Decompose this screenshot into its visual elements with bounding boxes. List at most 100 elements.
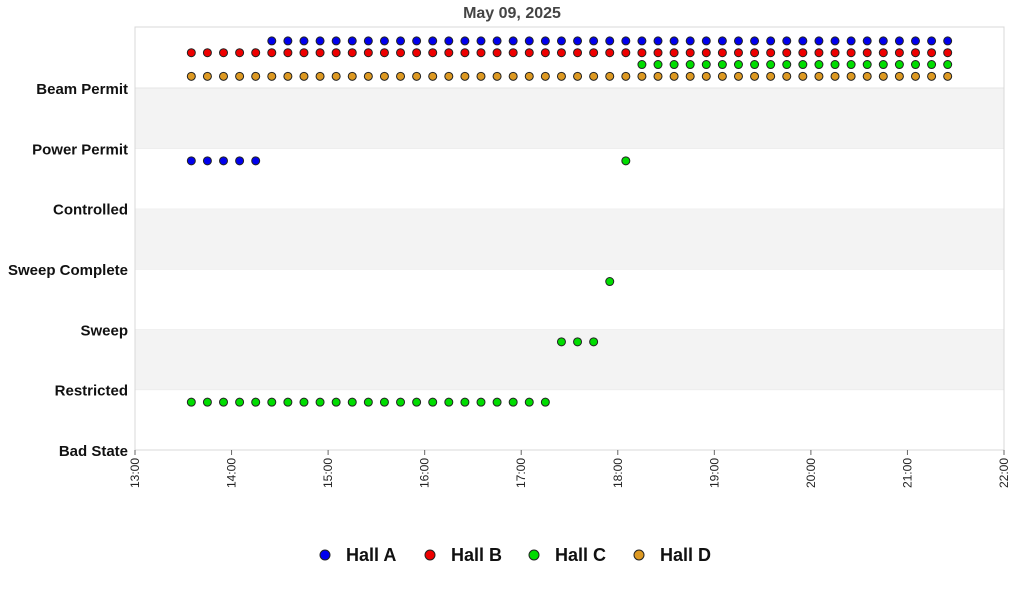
point-hall-c xyxy=(878,60,888,70)
point-hall-b xyxy=(299,48,309,58)
point-hall-a xyxy=(299,36,309,46)
chart-title: May 09, 2025 xyxy=(463,5,561,22)
point-hall-b xyxy=(733,48,743,58)
point-hall-a xyxy=(878,36,888,46)
point-hall-b xyxy=(444,48,454,58)
legend-marker xyxy=(633,549,645,561)
point-hall-c xyxy=(460,397,470,407)
point-hall-a xyxy=(186,156,196,166)
y-label-sweep-complete: Sweep Complete xyxy=(8,262,128,279)
point-hall-a xyxy=(846,36,856,46)
point-hall-d xyxy=(605,71,615,81)
point-hall-b xyxy=(219,48,229,58)
point-hall-c xyxy=(396,397,406,407)
point-hall-c xyxy=(299,397,309,407)
point-hall-c xyxy=(508,397,518,407)
point-hall-b xyxy=(235,48,245,58)
point-hall-b xyxy=(573,48,583,58)
point-hall-b xyxy=(412,48,422,58)
point-hall-c xyxy=(267,397,277,407)
point-hall-d xyxy=(943,71,953,81)
point-hall-a xyxy=(202,156,212,166)
point-hall-c xyxy=(331,397,341,407)
point-hall-c xyxy=(766,60,776,70)
point-hall-d xyxy=(235,71,245,81)
point-hall-d xyxy=(476,71,486,81)
point-hall-c xyxy=(701,60,711,70)
point-hall-a xyxy=(347,36,357,46)
point-hall-c xyxy=(524,397,534,407)
point-hall-b xyxy=(428,48,438,58)
point-hall-c xyxy=(782,60,792,70)
point-hall-d xyxy=(267,71,277,81)
point-hall-b xyxy=(862,48,872,58)
point-hall-a xyxy=(508,36,518,46)
point-hall-c xyxy=(412,397,422,407)
point-hall-b xyxy=(315,48,325,58)
x-axis-ticks: 13:00 14:00 15:00 16:00 17:00 18:00 19:00 20:00… xyxy=(128,450,1011,488)
y-label-power-permit: Power Permit xyxy=(32,141,128,158)
point-hall-c xyxy=(428,397,438,407)
point-hall-a xyxy=(830,36,840,46)
point-hall-d xyxy=(927,71,937,81)
point-hall-b xyxy=(540,48,550,58)
point-hall-a xyxy=(685,36,695,46)
point-hall-a xyxy=(701,36,711,46)
band-sweep xyxy=(135,329,1004,390)
point-hall-c xyxy=(637,60,647,70)
point-hall-a xyxy=(637,36,647,46)
point-hall-a xyxy=(717,36,727,46)
point-hall-a xyxy=(750,36,760,46)
x-tick-label: 22:00 xyxy=(997,458,1011,488)
point-hall-c xyxy=(621,156,631,166)
point-hall-b xyxy=(283,48,293,58)
point-hall-b xyxy=(202,48,212,58)
point-hall-d xyxy=(878,71,888,81)
point-hall-d xyxy=(347,71,357,81)
point-hall-b xyxy=(186,48,196,58)
point-hall-c xyxy=(235,397,245,407)
point-hall-b xyxy=(331,48,341,58)
point-hall-b xyxy=(653,48,663,58)
point-hall-a xyxy=(331,36,341,46)
point-hall-d xyxy=(701,71,711,81)
legend-label: Hall A xyxy=(346,545,396,565)
point-hall-c xyxy=(830,60,840,70)
point-hall-d xyxy=(653,71,663,81)
point-hall-d xyxy=(621,71,631,81)
y-axis-labels: Bad State Restricted Sweep Sweep Complete Co… xyxy=(8,81,128,460)
point-hall-a xyxy=(476,36,486,46)
point-hall-d xyxy=(202,71,212,81)
x-tick-label: 21:00 xyxy=(900,458,914,488)
category-bands xyxy=(135,87,1004,450)
point-hall-c xyxy=(605,277,615,287)
point-hall-a xyxy=(766,36,776,46)
point-hall-b xyxy=(910,48,920,58)
point-hall-c xyxy=(347,397,357,407)
point-hall-c xyxy=(750,60,760,70)
point-hall-c xyxy=(798,60,808,70)
legend-marker xyxy=(424,549,436,561)
point-hall-b xyxy=(685,48,695,58)
point-hall-b xyxy=(267,48,277,58)
point-hall-c xyxy=(685,60,695,70)
point-hall-a xyxy=(492,36,502,46)
band-controlled xyxy=(135,208,1004,270)
point-hall-c xyxy=(251,397,261,407)
point-hall-a xyxy=(605,36,615,46)
point-hall-d xyxy=(685,71,695,81)
point-hall-a xyxy=(363,36,373,46)
point-hall-d xyxy=(830,71,840,81)
band-restricted xyxy=(135,389,1004,450)
point-hall-b xyxy=(782,48,792,58)
point-hall-b xyxy=(878,48,888,58)
point-hall-c xyxy=(444,397,454,407)
point-hall-b xyxy=(508,48,518,58)
band-sweep-complete xyxy=(135,269,1004,330)
x-tick-label: 14:00 xyxy=(225,458,239,488)
point-hall-b xyxy=(766,48,776,58)
point-hall-b xyxy=(379,48,389,58)
point-hall-d xyxy=(862,71,872,81)
point-hall-c xyxy=(717,60,727,70)
